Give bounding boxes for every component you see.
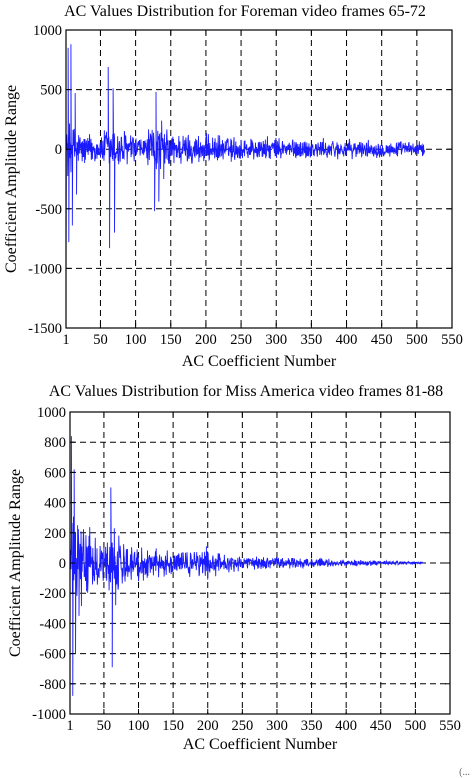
chart-title: AC Values Distribution for Miss America … <box>49 383 443 400</box>
y-tick-label: 400 <box>44 496 66 512</box>
y-tick-label: 0 <box>59 556 66 572</box>
x-tick-label: 400 <box>336 332 358 348</box>
x-axis-label: AC Coefficient Number <box>183 736 338 753</box>
x-tick-label: 100 <box>125 332 147 348</box>
signal-series <box>65 44 426 281</box>
plot-frame <box>65 29 453 329</box>
y-tick-label: 200 <box>44 526 66 542</box>
x-tick-label: 200 <box>195 332 217 348</box>
y-tick-label: -600 <box>39 647 66 663</box>
x-tick-label: 450 <box>370 718 392 734</box>
x-tick-label: 250 <box>231 718 253 734</box>
x-tick-label: 250 <box>230 332 252 348</box>
y-tick-label: -1000 <box>32 707 66 723</box>
y-tick-label: -1500 <box>28 321 62 337</box>
y-axis-label: Coefficient Amplitude Range <box>7 469 24 657</box>
y-tick-label: 600 <box>44 465 66 481</box>
x-axis-label: AC Coefficient Number <box>182 353 337 370</box>
x-tick-label: 350 <box>301 332 323 348</box>
x-tick-label: 400 <box>335 718 357 734</box>
chart-panel-1: AC Values Distribution for Foreman video… <box>3 3 463 370</box>
x-tick-label: 500 <box>406 332 428 348</box>
x-tick-label: 1 <box>62 332 69 348</box>
y-tick-label: 800 <box>44 435 66 451</box>
y-tick-label: 500 <box>40 83 62 99</box>
corner-note: (... <box>459 767 470 778</box>
chart-title: AC Values Distribution for Foreman video… <box>64 3 426 20</box>
x-tick-label: 300 <box>265 332 287 348</box>
x-tick-label: 350 <box>301 718 323 734</box>
x-tick-label: 450 <box>371 332 393 348</box>
x-tick-label: 50 <box>97 718 112 734</box>
signal-series <box>69 436 424 696</box>
x-tick-label: 300 <box>266 718 288 734</box>
x-tick-label: 150 <box>160 332 182 348</box>
x-tick-label: 550 <box>439 718 461 734</box>
y-tick-label: -1000 <box>28 261 62 277</box>
y-tick-label: -200 <box>39 586 66 602</box>
y-tick-label: 1000 <box>33 23 62 39</box>
x-tick-label: 500 <box>405 718 427 734</box>
y-tick-label: -400 <box>39 616 66 632</box>
x-tick-label: 1 <box>66 718 73 734</box>
y-tick-label: -500 <box>35 202 62 218</box>
y-tick-label: 0 <box>55 142 62 158</box>
x-tick-label: 150 <box>162 718 184 734</box>
chart-panel-2: AC Values Distribution for Miss America … <box>7 383 461 753</box>
x-tick-label: 200 <box>197 718 219 734</box>
x-tick-label: 50 <box>93 332 108 348</box>
y-tick-label: 1000 <box>37 405 66 421</box>
x-tick-label: 550 <box>441 332 463 348</box>
y-tick-label: -800 <box>39 677 66 693</box>
y-axis-label: Coefficient Amplitude Range <box>3 85 20 273</box>
x-tick-label: 100 <box>128 718 150 734</box>
